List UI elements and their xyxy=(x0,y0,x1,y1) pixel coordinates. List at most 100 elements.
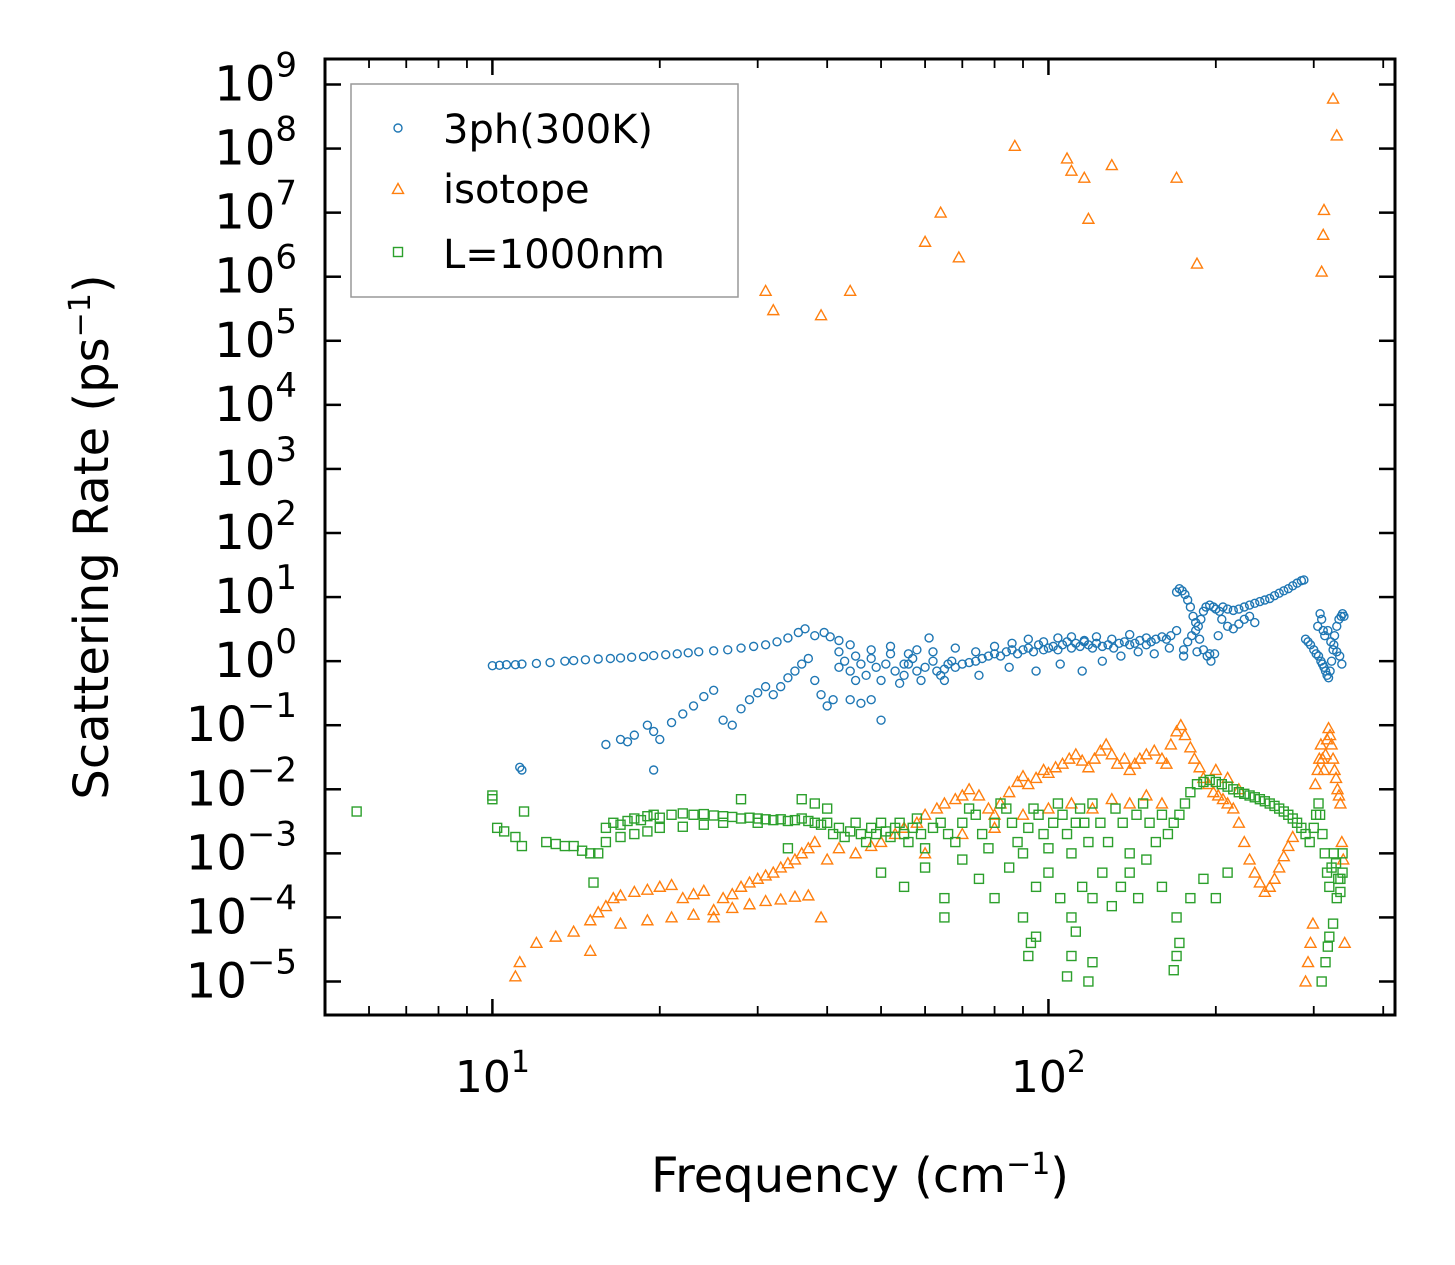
data-point xyxy=(1106,900,1117,912)
data-point xyxy=(1267,871,1282,884)
data-point xyxy=(898,881,910,893)
data-point xyxy=(640,913,655,926)
data-point xyxy=(1004,662,1014,673)
data-point xyxy=(600,836,612,848)
data-point xyxy=(583,913,597,926)
data-point xyxy=(834,635,844,646)
data-point xyxy=(1174,718,1188,731)
legend-marker-circle xyxy=(393,123,403,133)
data-point xyxy=(1206,656,1216,666)
data-point xyxy=(955,788,969,801)
data-point xyxy=(916,675,926,686)
data-point xyxy=(768,689,778,700)
y-tick-label: 105 xyxy=(214,302,297,369)
data-point xyxy=(1137,798,1149,809)
data-point xyxy=(491,822,503,834)
data-point xyxy=(549,929,563,942)
data-point xyxy=(1185,892,1196,904)
data-point xyxy=(742,897,757,910)
data-point xyxy=(783,633,793,643)
data-point xyxy=(915,828,927,840)
data-point xyxy=(1171,625,1182,636)
data-point xyxy=(952,250,966,263)
data-point xyxy=(808,835,822,848)
data-point xyxy=(1124,848,1135,859)
y-tick-label: 107 xyxy=(214,174,297,241)
data-point xyxy=(1017,912,1029,923)
data-point xyxy=(1250,617,1260,628)
data-point xyxy=(1095,817,1106,828)
data-point xyxy=(517,765,527,775)
data-point xyxy=(513,955,527,968)
data-point xyxy=(706,903,721,916)
data-point xyxy=(1253,875,1267,888)
data-point xyxy=(698,808,710,820)
y-tick-label: 10−2 xyxy=(186,750,297,817)
data-point xyxy=(1308,822,1319,834)
data-point xyxy=(1018,645,1028,655)
data-point xyxy=(983,843,994,854)
data-point xyxy=(1232,815,1246,828)
data-point xyxy=(924,633,934,643)
data-point xyxy=(1057,809,1068,820)
data-point xyxy=(1304,836,1315,848)
data-point xyxy=(1171,950,1182,962)
data-point xyxy=(775,814,786,825)
data-point xyxy=(626,652,637,662)
data-point xyxy=(1337,659,1347,669)
data-point xyxy=(796,794,807,805)
data-point xyxy=(642,826,653,837)
data-point xyxy=(1329,771,1343,784)
data-point xyxy=(1139,788,1154,801)
data-point xyxy=(876,675,886,686)
data-point xyxy=(1081,211,1096,224)
y-axis-title: Scattering Rate (ps−1) xyxy=(63,274,120,799)
data-point xyxy=(962,782,976,795)
data-point xyxy=(801,888,816,901)
data-point xyxy=(856,698,866,708)
legend-marker-triangle xyxy=(391,182,405,195)
y-tick-label: 103 xyxy=(214,430,297,497)
data-point xyxy=(744,695,755,705)
data-point xyxy=(515,762,525,773)
data-point xyxy=(501,659,512,670)
data-point xyxy=(1107,634,1117,644)
data-point xyxy=(583,943,597,957)
data-point xyxy=(1234,619,1244,629)
data-point xyxy=(1061,828,1073,840)
data-point xyxy=(834,662,844,673)
data-point xyxy=(1185,787,1196,798)
data-point xyxy=(605,653,616,664)
data-point xyxy=(845,640,855,650)
data-point xyxy=(752,817,763,828)
data-point xyxy=(708,646,719,656)
data-point xyxy=(881,659,891,669)
y-tick-label: 109 xyxy=(214,45,297,112)
data-point xyxy=(776,681,786,692)
legend-box xyxy=(350,83,739,298)
data-point xyxy=(653,879,667,892)
data-point xyxy=(974,670,984,681)
data-point xyxy=(498,826,510,837)
y-tick-label: 10−1 xyxy=(186,686,297,753)
data-point xyxy=(531,658,542,669)
data-point xyxy=(783,673,793,683)
data-point xyxy=(588,877,599,888)
data-point xyxy=(1169,724,1184,737)
data-point xyxy=(1099,737,1113,750)
data-point xyxy=(1263,879,1277,892)
data-point xyxy=(735,794,747,805)
data-point xyxy=(752,688,763,698)
data-point xyxy=(642,811,653,822)
data-point xyxy=(1076,881,1088,893)
data-point xyxy=(1234,604,1244,614)
data-point xyxy=(508,969,523,982)
data-point xyxy=(1286,830,1300,843)
data-point xyxy=(1306,916,1320,929)
data-point xyxy=(1335,835,1349,848)
data-point xyxy=(942,828,954,840)
data-point xyxy=(1144,817,1155,828)
data-point xyxy=(1192,760,1207,773)
data-point xyxy=(1038,828,1049,840)
data-point xyxy=(964,657,974,668)
